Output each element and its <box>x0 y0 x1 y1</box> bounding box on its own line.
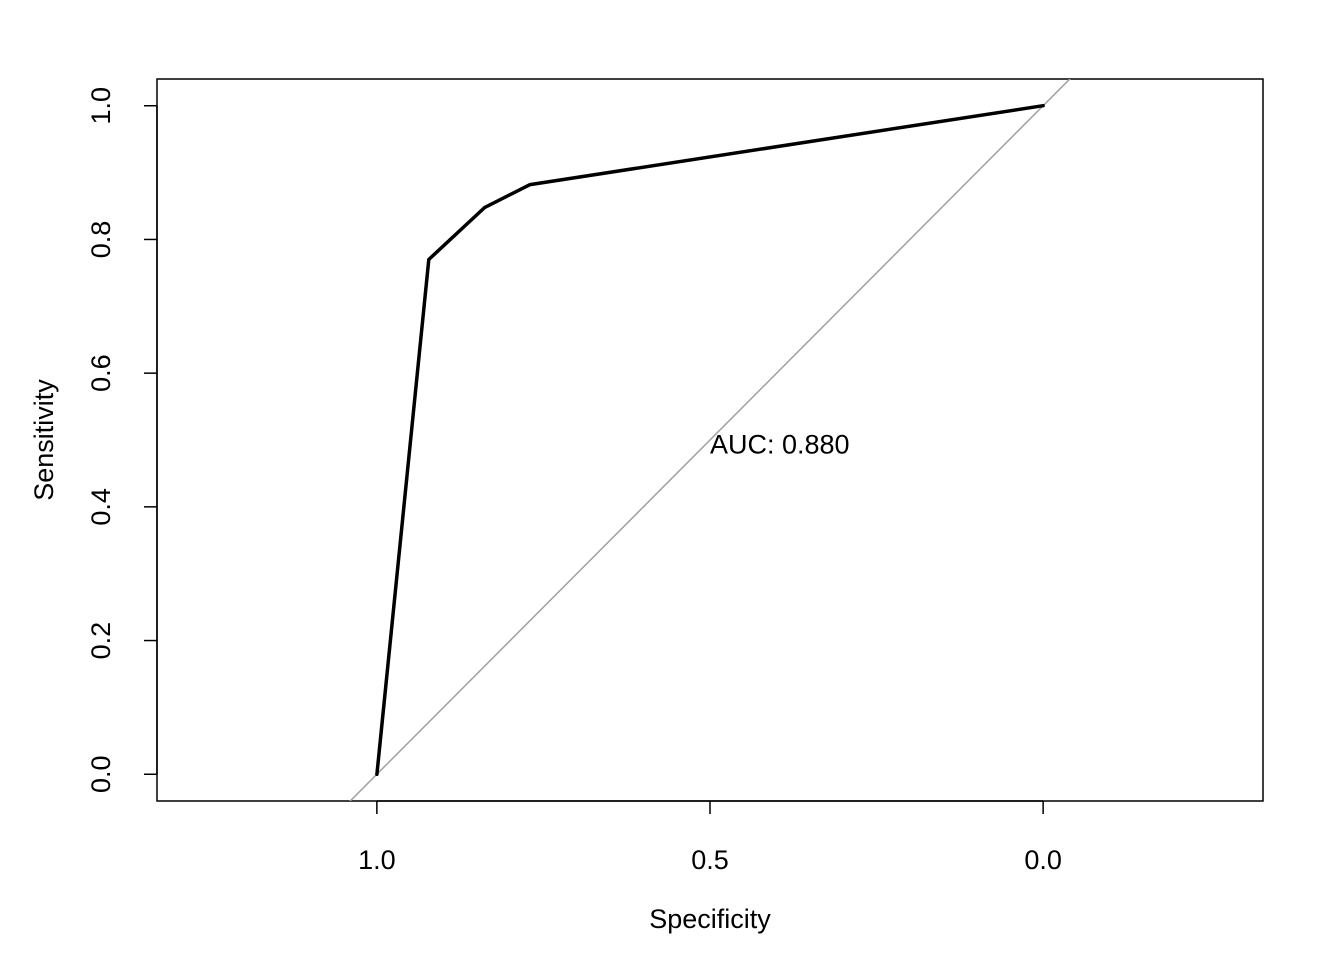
roc-curve-line <box>375 103 1045 777</box>
y-axis-label: Sensitivity <box>29 379 59 501</box>
y-tick-label: 0.0 <box>86 755 116 793</box>
reference-line-layer <box>349 79 1071 801</box>
x-tick-label: 1.0 <box>358 845 396 875</box>
x-axis-label: Specificity <box>649 904 771 934</box>
x-axis: 1.0 0.5 0.0 <box>358 800 1062 875</box>
y-tick-label: 0.4 <box>86 488 116 526</box>
x-tick-label: 0.0 <box>1024 845 1062 875</box>
auc-annotation: AUC: 0.880 <box>710 429 850 459</box>
y-tick-label: 1.0 <box>86 87 116 125</box>
y-axis: 0.0 0.2 0.4 0.6 0.8 1.0 <box>86 87 158 793</box>
y-tick-label: 0.8 <box>86 221 116 259</box>
x-tick-label: 0.5 <box>691 845 729 875</box>
annotation-layer: AUC: 0.880 <box>710 429 850 459</box>
y-tick-label: 0.2 <box>86 622 116 660</box>
reference-diagonal-line <box>349 79 1071 801</box>
y-tick-label: 0.6 <box>86 354 116 392</box>
series-layer <box>375 103 1045 777</box>
